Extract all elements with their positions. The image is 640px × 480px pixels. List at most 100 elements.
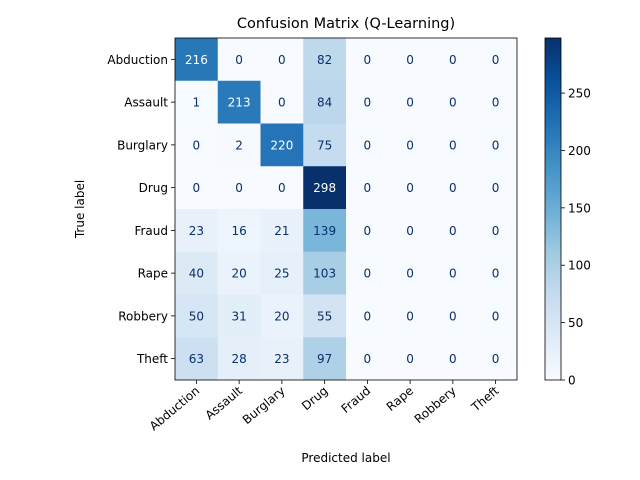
- cell-value-label: 84: [317, 96, 332, 110]
- heatmap-cell: [260, 123, 304, 167]
- cell-value-label: 298: [313, 181, 336, 195]
- heatmap-cell: [175, 38, 219, 82]
- heatmap-cell: [474, 294, 518, 338]
- heatmap-cell: [303, 166, 347, 210]
- cell-value-label: 75: [317, 138, 332, 152]
- colorbar-tick-label: 100: [568, 259, 591, 273]
- cell-value-labels: 216 0 0 82 0 0 0 0 1 213 0 84 0 0 0 0 0 2 220 75 0 0 0 0 0 0 0 298 0…: [185, 53, 500, 366]
- cell-value-label: 1: [193, 96, 201, 110]
- heatmap-cell: [260, 251, 304, 295]
- heatmap-cell: [260, 166, 304, 210]
- cell-value-label: 21: [274, 224, 289, 238]
- cell-value-label: 0: [406, 352, 414, 366]
- cell-value-label: 0: [364, 224, 372, 238]
- heatmap-cell: [303, 123, 347, 167]
- heatmap-cell: [388, 38, 432, 82]
- cell-value-label: 20: [231, 267, 246, 281]
- cell-value-label: 0: [449, 53, 457, 67]
- heatmap-cell: [346, 123, 390, 167]
- cell-value-label: 2: [235, 138, 243, 152]
- heatmap-cell: [388, 294, 432, 338]
- cell-value-label: 0: [235, 181, 243, 195]
- colorbar-ticks: 0 50 100 150 200 250: [561, 87, 591, 388]
- cell-value-label: 0: [449, 224, 457, 238]
- heatmap-cell: [175, 80, 219, 124]
- x-tick-label: Theft: [468, 383, 502, 415]
- cell-value-label: 0: [364, 181, 372, 195]
- x-tick-label: Rape: [384, 384, 416, 414]
- colorbar-tick-label: 150: [568, 201, 591, 215]
- heatmap-cell: [431, 38, 475, 82]
- heatmap-cell: [217, 38, 261, 82]
- y-tick-label: Theft: [136, 352, 168, 366]
- y-axis-label: True label: [73, 180, 87, 239]
- heatmap-cell: [388, 80, 432, 124]
- heatmap-cell: [474, 123, 518, 167]
- x-tick-label: Fraud: [339, 384, 374, 416]
- cell-value-label: 0: [278, 181, 286, 195]
- heatmap-cell: [175, 166, 219, 210]
- cell-value-label: 0: [492, 53, 500, 67]
- heatmap-cell: [346, 251, 390, 295]
- x-axis-label: Predicted label: [301, 451, 390, 465]
- cell-value-label: 63: [189, 352, 204, 366]
- y-tick-label: Drug: [139, 181, 168, 195]
- heatmap-cell: [303, 251, 347, 295]
- cell-value-label: 0: [449, 309, 457, 323]
- heatmap-cell: [303, 38, 347, 82]
- heatmap-cell: [346, 337, 390, 381]
- x-tick-label: Abduction: [147, 384, 202, 434]
- cell-value-label: 0: [449, 96, 457, 110]
- heatmap-cell: [217, 294, 261, 338]
- cell-value-label: 0: [492, 309, 500, 323]
- cell-value-label: 0: [492, 352, 500, 366]
- heatmap-cells: [175, 38, 518, 381]
- heatmap-cell: [474, 80, 518, 124]
- cell-value-label: 0: [406, 309, 414, 323]
- heatmap-cell: [474, 209, 518, 253]
- cell-value-label: 0: [492, 224, 500, 238]
- heatmap-cell: [217, 251, 261, 295]
- cell-value-label: 23: [189, 224, 204, 238]
- heatmap-cell: [346, 166, 390, 210]
- heatmap-cell: [431, 123, 475, 167]
- cell-value-label: 0: [406, 96, 414, 110]
- heatmap-cell: [217, 80, 261, 124]
- cell-value-label: 139: [313, 224, 336, 238]
- heatmap-cell: [431, 294, 475, 338]
- cell-value-label: 50: [189, 309, 204, 323]
- cell-value-label: 0: [406, 181, 414, 195]
- chart-title: Confusion Matrix (Q-Learning): [237, 16, 455, 32]
- colorbar-tick-label: 200: [568, 144, 591, 158]
- cell-value-label: 0: [364, 352, 372, 366]
- cell-value-label: 0: [364, 138, 372, 152]
- cell-value-label: 0: [193, 138, 201, 152]
- heatmap-cell: [303, 294, 347, 338]
- y-axis-ticks: Abduction Assault Burglary Drug Fraud Rape Rob…: [107, 53, 175, 366]
- heatmap-cell: [388, 166, 432, 210]
- cell-value-label: 103: [313, 267, 336, 281]
- y-tick-label: Rape: [138, 267, 168, 281]
- y-tick-label: Assault: [124, 96, 168, 110]
- heatmap-cell: [474, 166, 518, 210]
- heatmap-cell: [260, 294, 304, 338]
- heatmap-cell: [388, 251, 432, 295]
- x-tick-label: Burglary: [240, 384, 288, 427]
- heatmap-cell: [175, 294, 219, 338]
- cell-value-label: 0: [406, 267, 414, 281]
- y-tick-label: Abduction: [107, 53, 168, 67]
- cell-value-label: 0: [364, 53, 372, 67]
- colorbar-tick-label: 0: [568, 374, 576, 388]
- y-tick-label: Robbery: [118, 309, 168, 323]
- heatmap-cell: [303, 337, 347, 381]
- colorbar-tick-label: 250: [568, 87, 591, 101]
- cell-value-label: 0: [449, 352, 457, 366]
- cell-value-label: 28: [231, 352, 246, 366]
- heatmap-cell: [260, 38, 304, 82]
- heatmap-cell: [217, 123, 261, 167]
- colorbar-tick-label: 50: [568, 316, 583, 330]
- heatmap-cell: [388, 337, 432, 381]
- cell-value-label: 0: [449, 267, 457, 281]
